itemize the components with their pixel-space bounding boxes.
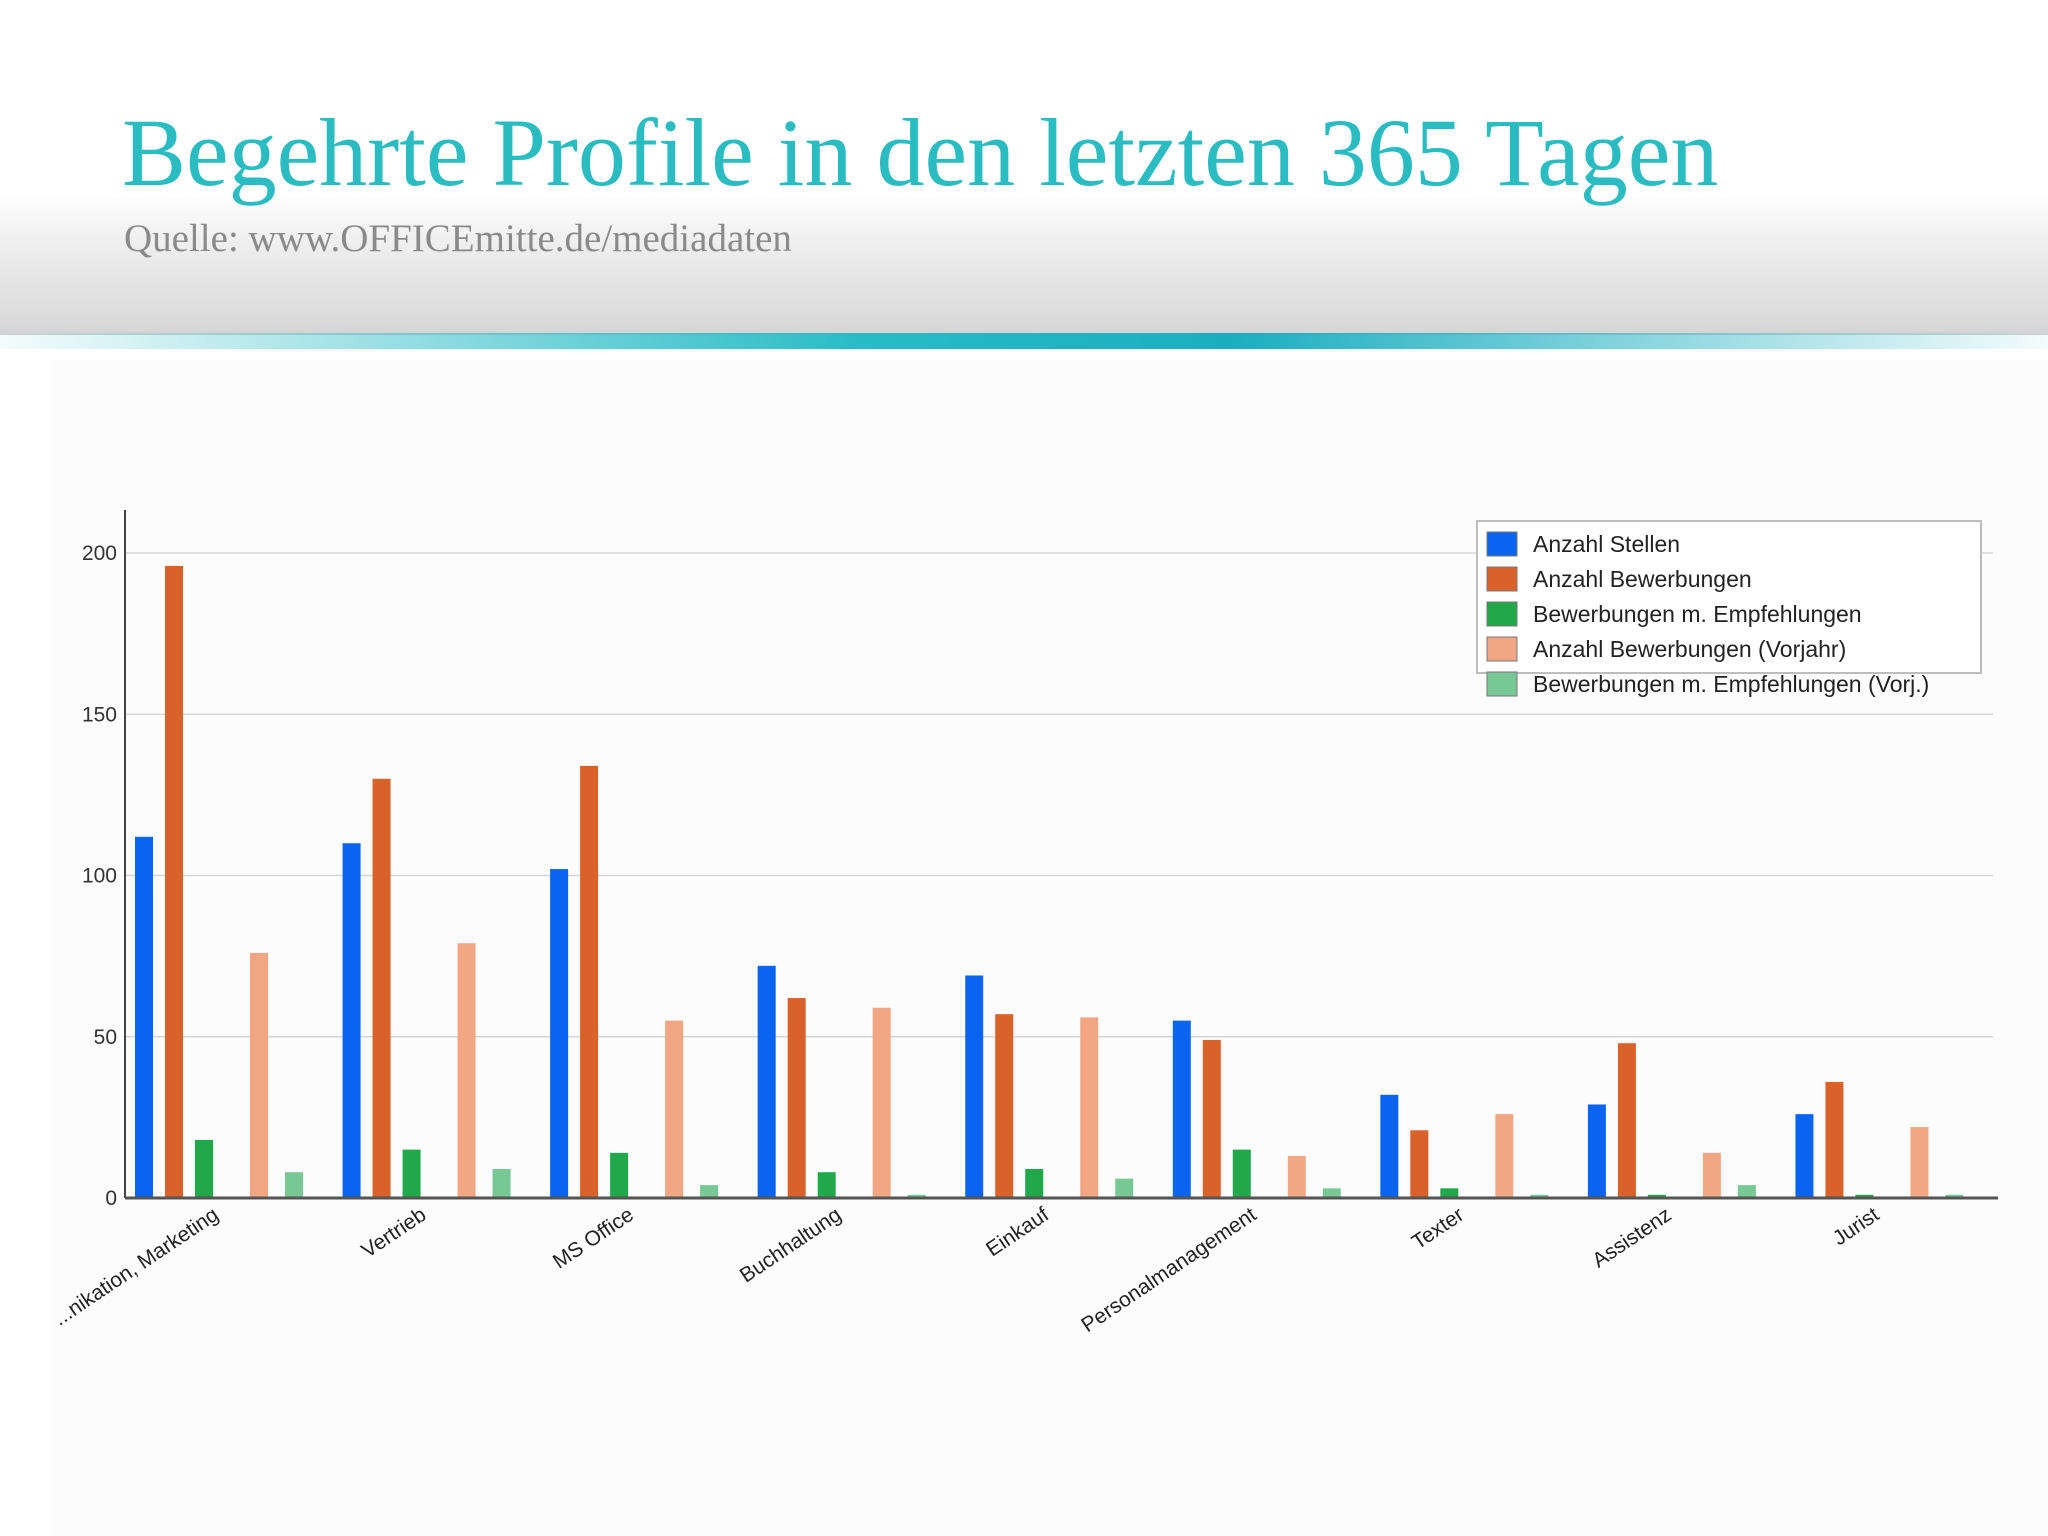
bar-1-1 (135, 836, 153, 1198)
bar-4-2 (457, 943, 476, 1198)
bar-1-4 (757, 965, 776, 1198)
bar-1-2 (342, 843, 361, 1198)
bar-3-1 (195, 1139, 213, 1198)
axes (124, 510, 1998, 1200)
x-category-label: Einkauf (982, 1203, 1053, 1261)
bar-2-4 (787, 998, 806, 1198)
x-category-label: Assistenz (1588, 1203, 1675, 1272)
bar-4-7 (1495, 1114, 1514, 1198)
x-category-label: Texter (1408, 1203, 1468, 1254)
bar-1-7 (1380, 1094, 1399, 1198)
slide-title: Begehrte Profile in den letzten 365 Tage… (122, 99, 1719, 206)
x-category-label: Buchhaltung (736, 1203, 846, 1287)
y-tick-label: 100 (82, 865, 117, 888)
x-category-label: Personalmanagement (1077, 1203, 1260, 1337)
bar-5-1 (285, 1172, 303, 1198)
legend-label: Anzahl Bewerbungen (1533, 566, 1752, 592)
bar-2-7 (1410, 1130, 1429, 1198)
legend-label: Anzahl Bewerbungen (Vorjahr) (1533, 636, 1846, 662)
legend-swatch (1486, 531, 1518, 557)
legend-swatch (1486, 566, 1518, 592)
legend-swatch (1486, 601, 1518, 627)
bar-5-8 (1737, 1185, 1756, 1198)
x-category-label: ...nikation, Marketing (50, 1203, 223, 1330)
bar-4-6 (1287, 1156, 1306, 1198)
accent-divider (0, 333, 2048, 349)
slide-subtitle: Quelle: www.OFFICEmitte.de/mediadaten (124, 217, 792, 260)
x-category-label: MS Office (549, 1203, 638, 1273)
bar-4-9 (1910, 1127, 1929, 1198)
bars (135, 565, 1964, 1198)
bar-3-6 (1232, 1149, 1251, 1198)
bar-3-4 (817, 1172, 836, 1198)
bar-5-2 (492, 1168, 511, 1198)
x-axis-categories: ...nikation, Marketing Vertrieb MS Office B… (50, 1203, 1883, 1337)
bar-2-8 (1617, 1043, 1636, 1198)
bar-5-4 (907, 1194, 926, 1198)
bar-2-5 (995, 1014, 1014, 1198)
x-category-label: Vertrieb (357, 1203, 430, 1263)
bar-4-4 (872, 1007, 891, 1198)
bar-2-2 (372, 778, 391, 1198)
bar-4-8 (1702, 1152, 1721, 1198)
bar-3-2 (402, 1149, 421, 1198)
bar-2-1 (165, 565, 183, 1198)
bar-1-3 (550, 869, 569, 1198)
bar-5-6 (1322, 1188, 1341, 1198)
legend-label: Anzahl Stellen (1533, 531, 1680, 557)
bar-1-6 (1172, 1020, 1191, 1198)
bar-3-8 (1647, 1194, 1666, 1198)
bar-3-9 (1855, 1194, 1874, 1198)
bar-4-1 (250, 952, 268, 1198)
legend-label: Bewerbungen m. Empfehlungen (1533, 601, 1862, 627)
y-tick-label: 50 (94, 1026, 117, 1049)
chart-area: 0 50 100 150 200 ...nikation, Marketing Vertr… (50, 360, 2048, 1536)
bar-3-5 (1025, 1168, 1044, 1198)
bar-5-9 (1945, 1194, 1964, 1198)
bar-1-8 (1587, 1104, 1606, 1198)
legend-label: Bewerbungen m. Empfehlungen (Vorj.) (1533, 671, 1929, 697)
gridlines (125, 552, 1993, 1038)
legend-swatch (1486, 636, 1518, 662)
bar-5-3 (700, 1185, 719, 1198)
bar-2-9 (1825, 1081, 1844, 1198)
legend-box (1476, 520, 1982, 674)
bar-4-3 (665, 1020, 684, 1198)
bar-1-9 (1795, 1114, 1814, 1198)
y-axis-ticks: 0 50 100 150 200 (82, 542, 117, 1210)
legend: Anzahl Stellen Anzahl Bewerbungen Bewerbun… (1476, 520, 1982, 697)
x-category-label: Jurist (1829, 1203, 1884, 1250)
y-tick-label: 150 (82, 703, 117, 726)
y-tick-label: 200 (82, 542, 117, 565)
y-tick-label: 0 (105, 1187, 117, 1210)
bar-5-7 (1530, 1194, 1549, 1198)
legend-swatch (1486, 671, 1518, 697)
bar-2-3 (580, 765, 599, 1198)
bar-1-5 (965, 975, 984, 1198)
header-band (0, 0, 2048, 335)
bar-chart: 0 50 100 150 200 ...nikation, Marketing Vertr… (50, 510, 1998, 1337)
bar-3-3 (610, 1152, 629, 1198)
bar-3-7 (1440, 1188, 1459, 1198)
bar-4-5 (1080, 1017, 1099, 1198)
bar-5-5 (1115, 1178, 1134, 1198)
bar-2-6 (1202, 1039, 1221, 1198)
